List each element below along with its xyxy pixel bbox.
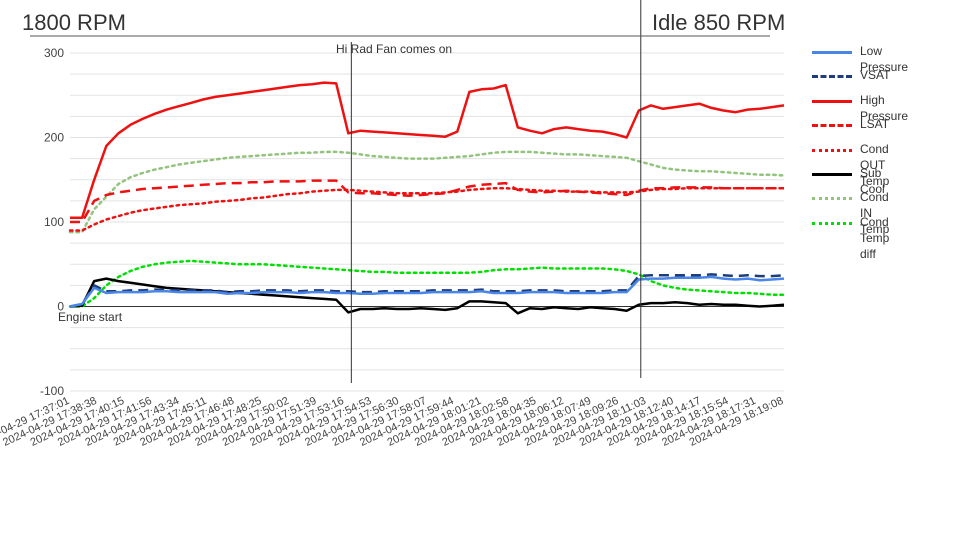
fan-annotation: Hi Rad Fan comes on: [336, 42, 453, 56]
legend-swatch: [812, 51, 852, 54]
series-line-cond-temp-diff: [68, 259, 786, 308]
vertical-markers: [350, 0, 642, 383]
series-line-cond-out-temp: [68, 186, 786, 232]
legend-swatch: [812, 221, 852, 225]
series-line-high-pressure: [70, 81, 785, 220]
legend-swatch: [812, 75, 852, 79]
legend-label: Cond Temp diff: [860, 214, 890, 261]
rpm-label-left: 1800 RPM: [22, 10, 126, 35]
engine-start-annotation: Engine start: [58, 310, 123, 324]
legend-label: Sub Cool: [860, 165, 885, 196]
series-line-lsat: [70, 179, 784, 224]
legend-label: VSAT: [860, 68, 891, 83]
legend-swatch: [812, 172, 852, 176]
series-line-low-pressure: [69, 275, 785, 308]
y-tick-label: 200: [44, 131, 64, 145]
legend-label: Cond OUT Temp: [860, 141, 890, 188]
legend-swatch: [812, 99, 852, 103]
series-line-vsat: [69, 273, 785, 308]
legend-swatch: [812, 124, 852, 128]
gridlines: [70, 52, 784, 392]
legend-label: Cond IN Temp: [860, 190, 890, 237]
y-tick-label: -100: [40, 384, 64, 398]
y-axis: -100 0 100 200 300: [40, 46, 64, 398]
series-line-sub-cool: [69, 277, 785, 315]
y-tick-label: 300: [44, 46, 64, 60]
legend-swatch: [812, 148, 852, 152]
y-tick-label: 0: [57, 300, 64, 314]
legend-swatch: [812, 197, 852, 201]
y-tick-label: 100: [44, 215, 64, 229]
rpm-label-right: Idle 850 RPM: [652, 10, 786, 35]
series-line-cond-in-temp: [68, 150, 786, 234]
legend-label: Low Pressure: [860, 44, 909, 74]
legend-label: High Pressure: [860, 92, 909, 123]
series-layer: [68, 81, 786, 315]
legend-label: LSAT: [860, 117, 890, 132]
